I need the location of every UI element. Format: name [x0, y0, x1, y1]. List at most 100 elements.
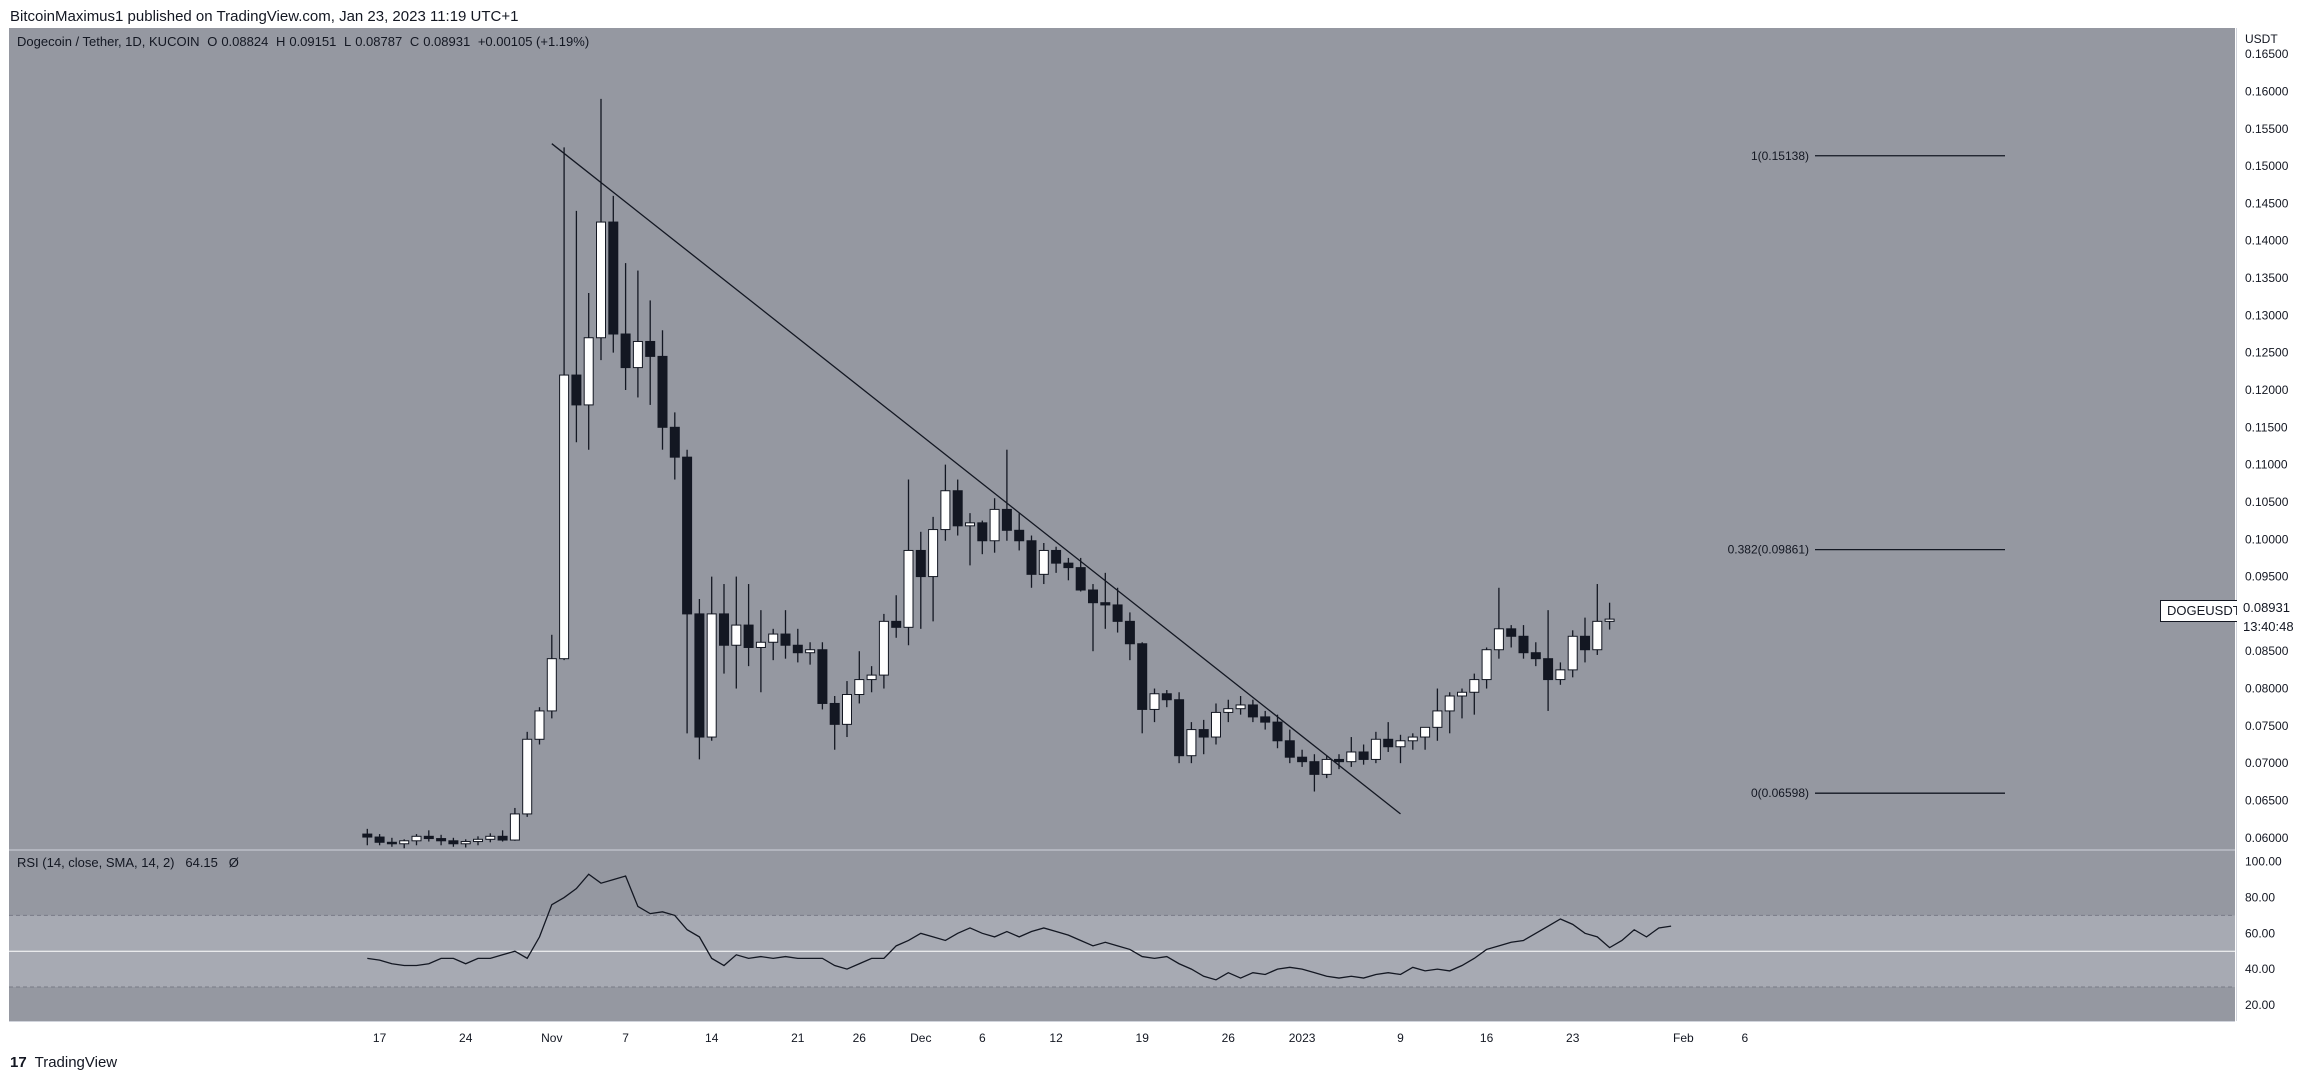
- time-tick-label: 12: [1049, 1031, 1063, 1045]
- candle-body: [1186, 729, 1197, 757]
- candle-body: [399, 840, 410, 845]
- candle: [891, 595, 902, 638]
- candle: [399, 839, 410, 849]
- candle: [1346, 737, 1357, 767]
- candle: [1272, 714, 1283, 749]
- candle-body: [1235, 704, 1246, 710]
- candle-body: [571, 374, 582, 406]
- candle-body: [534, 710, 545, 740]
- candle-body: [1112, 604, 1123, 622]
- rsi-tick-label: 60.00: [2245, 926, 2275, 940]
- price-tick-label: 0.11500: [2245, 420, 2288, 434]
- candle: [780, 610, 791, 659]
- candle-body: [436, 838, 447, 842]
- candle-body: [669, 426, 680, 458]
- time-tick-label: 6: [979, 1031, 986, 1045]
- candle: [1444, 692, 1455, 734]
- candle: [1038, 542, 1049, 585]
- candle: [719, 584, 729, 674]
- time-tick-label: Feb: [1673, 1031, 1694, 1045]
- candle: [571, 210, 582, 443]
- candle-body: [386, 841, 397, 845]
- candle: [1075, 557, 1086, 592]
- price-tick-label: 0.08000: [2245, 682, 2289, 696]
- candle: [1370, 731, 1381, 764]
- rsi-legend-title: RSI (14, close, SMA, 14, 2): [17, 855, 175, 870]
- candle-body: [1543, 658, 1554, 681]
- candle-body: [1100, 602, 1111, 606]
- candle: [768, 628, 779, 661]
- candle: [792, 628, 803, 663]
- candle: [743, 584, 754, 667]
- rsi-pane[interactable]: RSI (14, close, SMA, 14, 2) 64.15 Ø: [9, 851, 2235, 1021]
- candle-body: [1272, 721, 1283, 742]
- candle: [620, 263, 631, 390]
- time-axis[interactable]: 17 24 Nov 7 14 21 26 Dec 6 12 19 26 2023 9 16 23 Feb 6: [9, 1021, 2235, 1052]
- candle-body: [1469, 679, 1480, 693]
- candle-body: [1346, 751, 1357, 763]
- price-tick-label: 0.10000: [2245, 532, 2289, 546]
- candle-body: [1075, 567, 1086, 591]
- high-label: H: [275, 34, 286, 49]
- candle: [952, 479, 963, 536]
- candle-body: [546, 658, 557, 712]
- time-tick-label: 26: [1222, 1031, 1236, 1045]
- candle-body: [1026, 540, 1037, 575]
- price-tick-label: 0.12500: [2245, 346, 2289, 360]
- candle-body: [694, 613, 705, 738]
- price-pane[interactable]: 1(0.15138) 0.382(0.09861) 0(0.06598) Dogec…: [9, 28, 2235, 849]
- rsi-chart-svg[interactable]: [9, 851, 2235, 1021]
- price-chart-svg[interactable]: 1(0.15138) 0.382(0.09861) 0(0.06598): [9, 28, 2235, 849]
- candle: [669, 412, 680, 480]
- candle: [460, 839, 471, 848]
- price-tick-label: 0.11000: [2245, 458, 2288, 472]
- time-axis-svg[interactable]: 17 24 Nov 7 14 21 26 Dec 6 12 19 26 2023 9 16 23 Feb 6: [9, 1022, 2235, 1052]
- current-price-label: 0.08931 13:40:48: [2237, 598, 2313, 636]
- candle-body: [1014, 529, 1025, 542]
- candle: [1247, 699, 1258, 723]
- candle-body: [1530, 652, 1541, 660]
- price-tick-label: 0.07500: [2245, 719, 2289, 733]
- fib-level-label: 0.382(0.09861): [1728, 543, 1809, 557]
- candle-body: [1174, 699, 1185, 757]
- candle: [1149, 688, 1160, 723]
- candle-body: [1604, 618, 1615, 622]
- candle: [878, 613, 889, 689]
- candle: [1186, 722, 1197, 764]
- open-label: O: [207, 34, 218, 49]
- rsi-tick-label: 100.00: [2245, 855, 2282, 869]
- candle: [755, 610, 766, 693]
- candle: [989, 498, 1000, 553]
- price-axis-svg[interactable]: 0.16500 0.16000 0.15500 0.15000 0.14500 0.140…: [2237, 28, 2314, 1021]
- time-tick-label: 24: [459, 1031, 473, 1045]
- candle: [559, 147, 570, 661]
- pane-separator[interactable]: [9, 849, 2235, 851]
- candle: [977, 520, 988, 555]
- candle-body: [632, 340, 643, 369]
- candle-body: [1284, 740, 1295, 758]
- candle-body: [1370, 738, 1381, 760]
- tradingview-footer: 17 TradingView: [10, 1052, 117, 1074]
- rsi-extra-value: Ø: [228, 855, 239, 870]
- rsi-tick-label: 80.00: [2245, 891, 2275, 905]
- candle-body: [768, 633, 779, 643]
- currency-label: USDT: [2245, 32, 2278, 46]
- candle: [1358, 744, 1369, 765]
- chart-frame[interactable]: 1(0.15138) 0.382(0.09861) 0(0.06598) Dogec…: [9, 28, 2235, 1021]
- price-axis[interactable]: 0.16500 0.16000 0.15500 0.15000 0.14500 0.140…: [2236, 28, 2314, 1021]
- price-tick-label: 0.12000: [2245, 383, 2289, 397]
- candle-body: [1358, 751, 1369, 760]
- low-value: 0.08787: [355, 34, 403, 49]
- candle-body: [682, 456, 693, 615]
- candle: [1100, 572, 1111, 629]
- candle: [1112, 587, 1123, 633]
- candle: [1014, 513, 1025, 551]
- candle-body: [1420, 726, 1431, 738]
- candle: [1469, 673, 1480, 715]
- candle: [1530, 642, 1541, 667]
- candle: [1493, 587, 1504, 659]
- candle: [1026, 535, 1037, 588]
- candle: [805, 642, 816, 665]
- candle-body: [1247, 704, 1258, 718]
- fib-level-label: 0(0.06598): [1751, 786, 1809, 800]
